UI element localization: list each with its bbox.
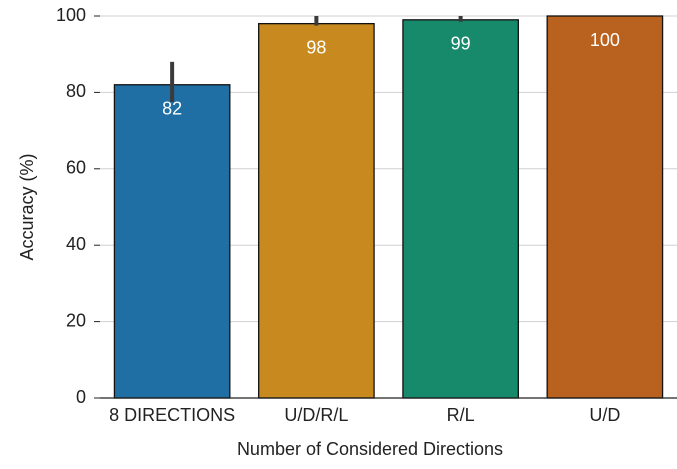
- data-label: 82: [162, 99, 182, 119]
- y-tick-label: 60: [66, 158, 86, 178]
- x-tick-label: R/L: [447, 405, 475, 425]
- bar: [546, 15, 664, 399]
- data-label: 100: [590, 30, 620, 50]
- data-label: 99: [451, 34, 471, 54]
- x-tick-label: 8 DIRECTIONS: [109, 405, 235, 425]
- y-tick-label: 100: [56, 5, 86, 25]
- y-tick-label: 80: [66, 81, 86, 101]
- y-axis-label: Accuracy (%): [17, 153, 37, 260]
- y-tick-label: 0: [76, 387, 86, 407]
- x-axis-label: Number of Considered Directions: [237, 439, 503, 459]
- y-tick-label: 40: [66, 234, 86, 254]
- data-label: 98: [306, 37, 326, 57]
- bar: [258, 22, 375, 399]
- x-tick-label: U/D/R/L: [284, 405, 348, 425]
- x-tick-label: U/D: [589, 405, 620, 425]
- y-tick-label: 20: [66, 310, 86, 330]
- bar: [113, 84, 231, 399]
- bar: [402, 19, 519, 399]
